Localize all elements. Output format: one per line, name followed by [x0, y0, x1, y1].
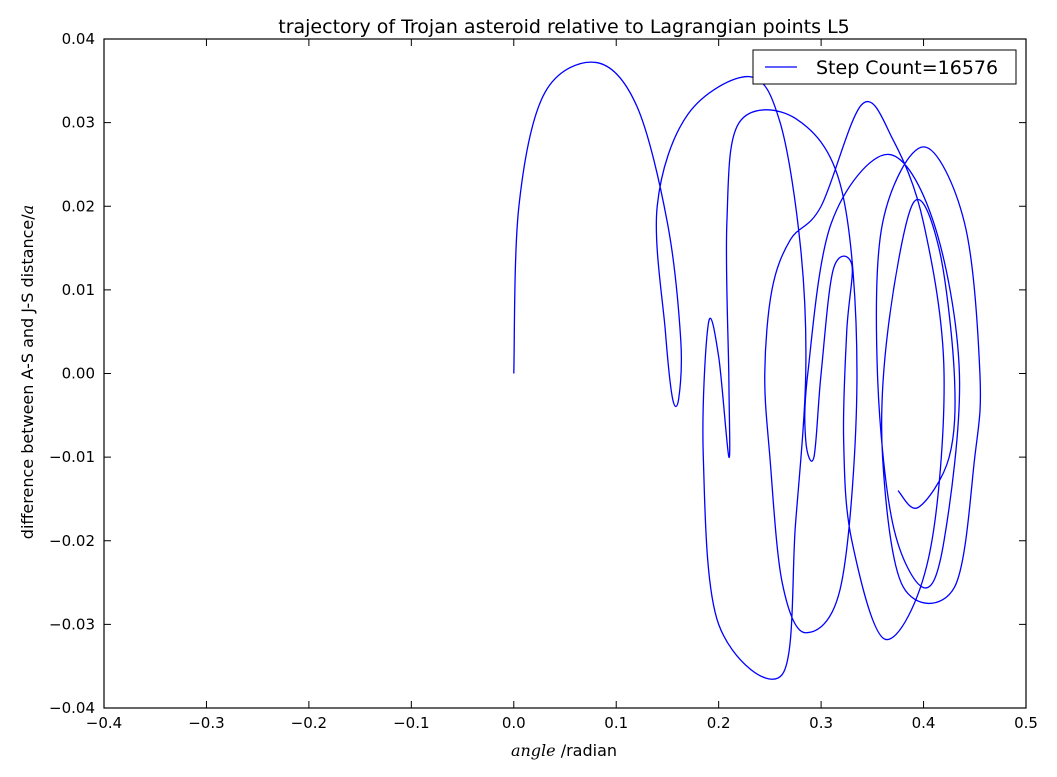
x-axis-unit: /radian: [556, 741, 617, 760]
x-axis-symbol: angle: [511, 741, 556, 760]
y-tick-label: 0.02: [62, 197, 95, 215]
legend: Step Count=16576: [752, 49, 1017, 85]
x-tick-label: 0.4: [912, 714, 936, 732]
legend-label: Step Count=16576: [816, 57, 998, 79]
x-tick-label: 0.2: [707, 714, 731, 732]
x-tick-label: 0.5: [1014, 714, 1038, 732]
y-tick-label: 0.03: [62, 114, 95, 132]
y-tick-label: −0.04: [49, 699, 95, 717]
plot-area: [513, 61, 982, 680]
series-line: [513, 61, 982, 680]
y-tick-label: −0.02: [49, 532, 95, 550]
x-tick-label: 0.1: [604, 714, 628, 732]
y-axis-text: difference between A-S and J-S distance/: [18, 214, 37, 539]
y-axis-label: difference between A-S and J-S distance/…: [18, 205, 37, 539]
x-tick-label: −0.2: [291, 714, 327, 732]
y-axis-symbol: a: [18, 205, 37, 215]
y-axis-ticks: −0.04 −0.03 −0.02 −0.01 0.00 0.01 0.02 0.03 0.04: [49, 30, 1026, 717]
y-tick-label: 0.01: [62, 281, 95, 299]
y-tick-label: 0.00: [62, 365, 95, 383]
axes-frame: [103, 38, 1027, 709]
x-axis-ticks: −0.4 −0.3 −0.2 −0.1 0.0 0.1 0.2 0.3 0.4 0.5: [86, 39, 1038, 732]
y-tick-label: −0.03: [49, 615, 95, 633]
x-tick-label: −0.3: [188, 714, 224, 732]
y-tick-label: −0.01: [49, 448, 95, 466]
x-tick-label: −0.4: [86, 714, 122, 732]
y-tick-label: 0.04: [62, 30, 95, 48]
chart-title: trajectory of Trojan asteroid relative t…: [278, 16, 850, 38]
x-tick-label: 0.0: [502, 714, 526, 732]
x-tick-label: 0.3: [809, 714, 833, 732]
x-tick-label: −0.1: [393, 714, 429, 732]
x-axis-label: angle /radian: [511, 741, 617, 760]
